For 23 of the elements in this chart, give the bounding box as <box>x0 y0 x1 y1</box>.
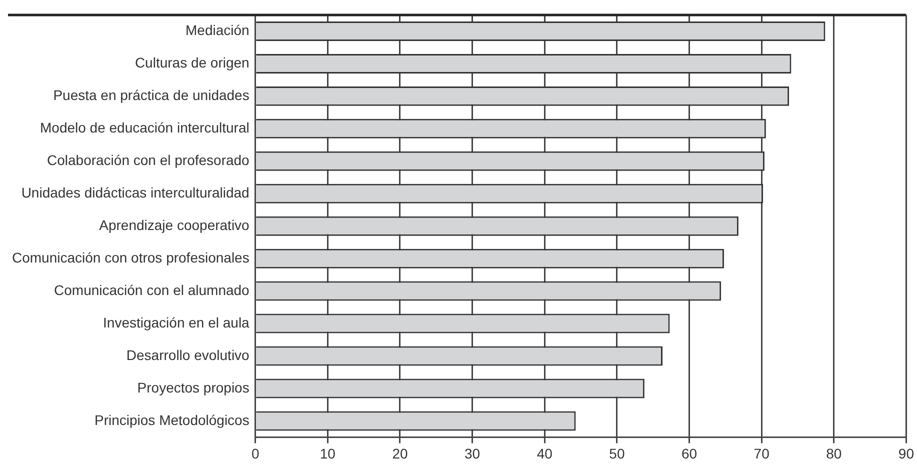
x-tick-label: 80 <box>826 445 842 462</box>
x-tick-label: 90 <box>898 445 914 462</box>
y-tick-label: Modelo de educación intercultural <box>40 120 250 136</box>
y-tick-label: Desarrollo evolutivo <box>126 346 250 363</box>
x-tick-label: 40 <box>536 445 553 462</box>
x-tick-label: 60 <box>681 445 698 462</box>
y-tick-label: Unidades didácticas interculturalidad <box>21 184 250 200</box>
y-tick-label: Culturas de origen <box>134 54 250 71</box>
x-tick-label: 50 <box>609 445 625 462</box>
x-tick-label: 0 <box>251 445 260 462</box>
y-tick-label: Colaboración con el profesorado <box>46 152 250 168</box>
y-tick-label: Comunicación con otros profesionales <box>12 249 250 266</box>
y-tick-label: Mediación <box>186 22 250 38</box>
y-tick-label: Investigación en el aula <box>103 314 250 330</box>
x-tick-label: 20 <box>392 445 408 462</box>
y-tick-label: Comunicación con el alumnado <box>54 282 250 298</box>
x-tick-label: 10 <box>320 445 336 462</box>
y-tick-label: Principios Metodológicos <box>94 412 250 428</box>
y-tick-label: Puesta en práctica de unidades <box>53 87 250 104</box>
y-tick-label: Aprendizaje cooperativo <box>99 216 250 233</box>
x-tick-label: 30 <box>464 445 480 462</box>
x-tick-label: 70 <box>754 445 770 462</box>
y-tick-label: Proyectos propios <box>137 379 250 396</box>
